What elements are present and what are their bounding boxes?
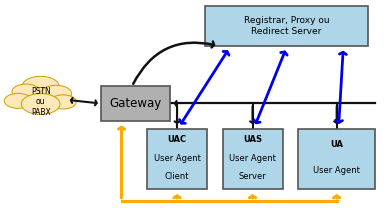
Circle shape <box>4 93 32 108</box>
Text: User Agent: User Agent <box>229 154 276 163</box>
FancyBboxPatch shape <box>223 129 283 189</box>
Text: Gateway: Gateway <box>109 97 162 110</box>
Text: User Agent: User Agent <box>313 166 360 175</box>
Circle shape <box>12 84 40 99</box>
Text: Registrar, Proxy ou
Redirect Server: Registrar, Proxy ou Redirect Server <box>243 16 329 36</box>
Text: UA: UA <box>330 140 343 149</box>
FancyBboxPatch shape <box>101 86 170 121</box>
Text: Client: Client <box>165 172 189 181</box>
FancyBboxPatch shape <box>298 129 375 189</box>
Text: Server: Server <box>239 172 266 181</box>
Text: PSTN
ou
PABX: PSTN ou PABX <box>31 87 51 117</box>
FancyBboxPatch shape <box>147 129 207 189</box>
Circle shape <box>22 76 59 96</box>
Circle shape <box>21 94 60 114</box>
Circle shape <box>41 85 72 102</box>
Text: UAS: UAS <box>243 135 262 144</box>
Text: UAC: UAC <box>168 135 187 144</box>
Circle shape <box>50 95 76 109</box>
Text: User Agent: User Agent <box>154 154 200 163</box>
FancyBboxPatch shape <box>205 6 368 46</box>
